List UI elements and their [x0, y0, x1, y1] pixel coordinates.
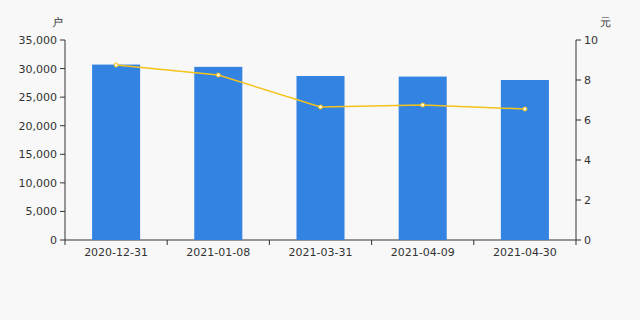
y-tick-label: 5,000: [26, 205, 58, 218]
y-tick-label: 0: [50, 234, 57, 247]
line-marker: [114, 63, 118, 67]
y-tick: [60, 97, 65, 98]
y2-axis-line: [576, 40, 577, 240]
x-tick: [473, 240, 474, 245]
line-marker: [319, 105, 323, 109]
y-tick: [60, 154, 65, 155]
x-tick-label: 2021-01-08: [186, 246, 250, 259]
y-tick: [60, 40, 65, 41]
y-axis-label: 户: [52, 16, 63, 29]
y2-axis-label: 元: [600, 16, 611, 29]
y-tick-label: 35,000: [19, 34, 58, 47]
y2-tick: [576, 40, 581, 41]
y-tick-label: 20,000: [19, 120, 58, 133]
x-tick: [371, 240, 372, 245]
y2-tick-label: 6: [584, 114, 591, 127]
plot-area: [92, 63, 549, 240]
bar: [194, 67, 242, 240]
line-marker: [523, 107, 527, 111]
x-tick: [576, 240, 577, 245]
line-marker: [216, 73, 220, 77]
x-tick-label: 2021-04-09: [391, 246, 455, 259]
y2-tick-label: 4: [584, 154, 591, 167]
y-tick: [60, 182, 65, 183]
x-tick-label: 2021-04-30: [493, 246, 557, 259]
y-tick: [60, 125, 65, 126]
x-tick: [65, 240, 66, 245]
y2-tick-label: 10: [584, 34, 598, 47]
y-tick-label: 25,000: [19, 91, 58, 104]
y2-tick: [576, 240, 581, 241]
y-tick: [60, 240, 65, 241]
line-marker: [421, 103, 425, 107]
y-axis-line: [65, 40, 66, 240]
bar: [296, 76, 344, 240]
x-tick-label: 2021-03-31: [289, 246, 353, 259]
y-tick: [60, 68, 65, 69]
y2-tick: [576, 80, 581, 81]
y-tick-label: 15,000: [19, 148, 58, 161]
y2-tick: [576, 200, 581, 201]
x-tick: [167, 240, 168, 245]
bar: [399, 77, 447, 240]
y2-tick-label: 2: [584, 194, 591, 207]
y2-tick: [576, 120, 581, 121]
y2-tick-label: 0: [584, 234, 591, 247]
bar: [501, 80, 549, 240]
y2-tick: [576, 160, 581, 161]
y-tick: [60, 211, 65, 212]
y-tick-label: 10,000: [19, 177, 58, 190]
y-tick-label: 30,000: [19, 63, 58, 76]
x-tick: [269, 240, 270, 245]
line: [116, 65, 525, 109]
bar: [92, 65, 140, 240]
y2-tick-label: 8: [584, 74, 591, 87]
chart: 户 元 0 5,000 10,000 15,000 20,000 25,000 30,000 35…: [0, 0, 640, 320]
x-tick-label: 2020-12-31: [84, 246, 148, 259]
